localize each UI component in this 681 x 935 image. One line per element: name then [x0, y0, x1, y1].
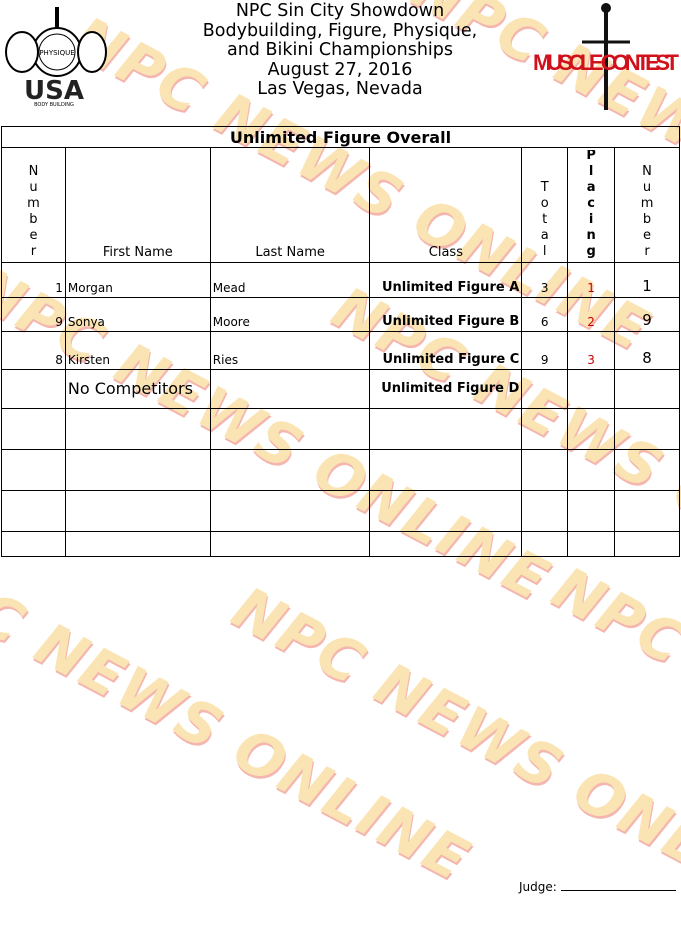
watermark: NPC NEWS ONLINE: [0, 533, 481, 895]
competitor-number-2: 8: [614, 331, 680, 370]
competitor-number-2: [614, 369, 680, 409]
judge-label: Judge:: [519, 880, 557, 894]
placing: 3: [567, 331, 616, 370]
competitor-number: [1, 490, 66, 532]
last-name: Mead: [209, 262, 371, 298]
first-name: No Competitors: [64, 369, 211, 409]
class-name: [369, 408, 523, 450]
class-name: Unlimited Figure A: [369, 262, 523, 298]
muscle-contest-logo: MUSCLE CONTEST: [533, 3, 680, 110]
competitor-number: [1, 369, 66, 409]
total-score: [521, 531, 569, 557]
competitor-number-2: [614, 449, 680, 491]
last-name: [209, 490, 371, 532]
placing: 2: [567, 297, 616, 332]
total-score: [521, 490, 569, 532]
last-name: [209, 531, 371, 557]
class-name: Unlimited Figure D: [369, 369, 523, 409]
first-name: Sonya: [64, 297, 211, 332]
header-last-name: Last Name: [209, 147, 371, 263]
last-name: [209, 408, 371, 450]
event-header: NPC Sin City Showdown Bodybuilding, Figu…: [150, 1, 530, 100]
competitor-number-2: 1: [614, 262, 680, 298]
last-name: [209, 369, 371, 409]
total-score: 6: [521, 297, 569, 332]
first-name: [64, 449, 211, 491]
last-name: Moore: [209, 297, 371, 332]
event-location: Las Vegas, Nevada: [257, 79, 423, 99]
competitor-number-2: [614, 531, 680, 557]
header-class: Class: [369, 147, 523, 263]
competitor-number: [1, 408, 66, 450]
competitor-number: 8: [1, 331, 66, 370]
total-score: 3: [521, 262, 569, 298]
competitor-number: [1, 449, 66, 491]
class-name: Unlimited Figure C: [369, 331, 523, 370]
svg-text:BODY BUILDING: BODY BUILDING: [34, 102, 74, 107]
event-date: August 27, 2016: [267, 59, 413, 80]
event-subtitle: and Bikini Championships: [226, 40, 453, 60]
event-subtitle: Bodybuilding, Figure, Physique,: [202, 20, 478, 41]
event-title: NPC Sin City Showdown: [235, 1, 445, 21]
competitor-number: 1: [1, 262, 66, 298]
class-name: [369, 449, 523, 491]
competitor-number: [1, 531, 66, 557]
first-name: [64, 531, 211, 557]
placing: [567, 490, 616, 532]
first-name: Morgan: [64, 262, 211, 298]
svg-text:PHYSIQUE: PHYSIQUE: [39, 49, 74, 57]
table-row: [1, 449, 680, 491]
last-name: Ries: [209, 331, 371, 370]
placing: [567, 531, 616, 557]
first-name: [64, 490, 211, 532]
placing: [567, 408, 616, 450]
competitor-number-2: [614, 490, 680, 532]
table-row: [1, 408, 680, 450]
competitor-number-2: [614, 408, 680, 450]
placing: 1: [567, 262, 616, 298]
signature-line: [560, 890, 676, 891]
placing: [567, 449, 616, 491]
total-score: [521, 408, 569, 450]
class-name: [369, 490, 523, 532]
last-name: [209, 449, 371, 491]
table-row: [1, 490, 680, 532]
total-score: [521, 449, 569, 491]
svg-text:MUSCLE CONTEST: MUSCLE CONTEST: [533, 50, 680, 75]
competitor-number: 9: [1, 297, 66, 332]
first-name: Kirsten: [64, 331, 211, 370]
npc-usa-logo: PHYSIQUE USA BODY BUILDING: [5, 7, 107, 107]
class-name: Unlimited Figure B: [369, 297, 523, 332]
competitor-number-2: 9: [614, 297, 680, 332]
placing: [567, 369, 616, 409]
svg-text:USA: USA: [24, 76, 84, 106]
table-title: Unlimited Figure Overall: [1, 126, 680, 148]
header-first-name: First Name: [64, 147, 211, 263]
table-row: [1, 531, 680, 557]
judge-signature: Judge:: [519, 880, 676, 894]
table-row: No Competitors Unlimited Figure D: [1, 369, 680, 409]
total-score: 9: [521, 331, 569, 370]
total-score: [521, 369, 569, 409]
watermark: NPC NEWS ONLINE: [541, 553, 681, 915]
class-name: [369, 531, 523, 557]
first-name: [64, 408, 211, 450]
